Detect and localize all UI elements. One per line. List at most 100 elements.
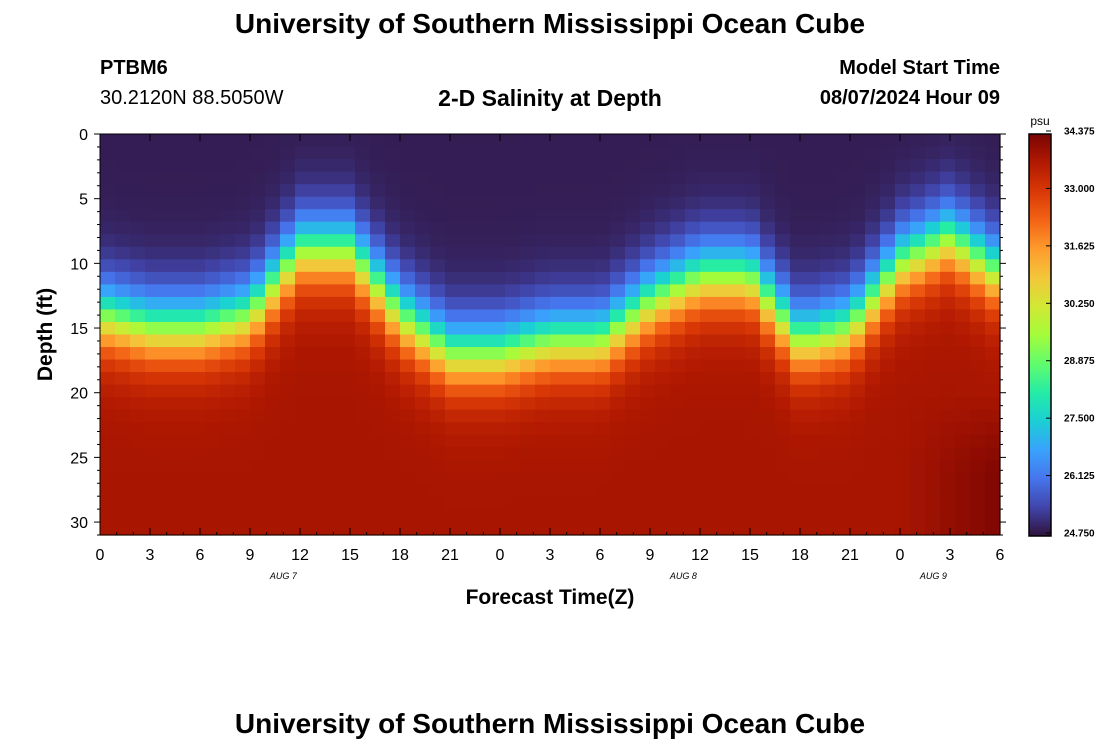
heatmap-cell bbox=[445, 209, 461, 223]
heatmap-cell bbox=[340, 409, 356, 423]
heatmap-cell bbox=[115, 434, 131, 448]
heatmap-cell bbox=[235, 372, 251, 386]
heatmap-cell bbox=[190, 509, 206, 524]
heatmap-cell bbox=[910, 397, 926, 411]
heatmap-cell bbox=[340, 459, 356, 473]
heatmap-cell bbox=[970, 409, 986, 423]
heatmap-cell bbox=[565, 334, 581, 348]
heatmap-cell bbox=[730, 397, 746, 411]
heatmap-cell bbox=[295, 347, 311, 361]
heatmap-cell bbox=[385, 434, 401, 448]
heatmap-cell bbox=[895, 234, 911, 248]
heatmap-cell bbox=[400, 459, 416, 473]
heatmap-cell bbox=[355, 497, 371, 511]
heatmap-cell bbox=[250, 159, 266, 173]
heatmap-cell bbox=[805, 472, 821, 486]
heatmap-cell bbox=[310, 184, 326, 198]
heatmap-cell bbox=[835, 397, 851, 411]
heatmap-cell bbox=[985, 334, 1001, 348]
heatmap-cell bbox=[835, 409, 851, 423]
heatmap-cell bbox=[595, 384, 611, 398]
heatmap-cell bbox=[790, 422, 806, 436]
heatmap-cell bbox=[295, 497, 311, 511]
heatmap-cell bbox=[610, 434, 626, 448]
heatmap-cell bbox=[130, 434, 146, 448]
heatmap-cell bbox=[460, 334, 476, 348]
heatmap-cell bbox=[580, 409, 596, 423]
heatmap-cell bbox=[940, 159, 956, 173]
heatmap-cell bbox=[670, 509, 686, 524]
heatmap-cell bbox=[730, 196, 746, 210]
heatmap-cell bbox=[265, 384, 281, 398]
heatmap-cell bbox=[475, 221, 491, 235]
heatmap-cell bbox=[820, 459, 836, 473]
heatmap-cell bbox=[160, 334, 176, 348]
heatmap-cell bbox=[655, 422, 671, 436]
heatmap-cell bbox=[115, 384, 131, 398]
heatmap-cell bbox=[685, 309, 701, 323]
heatmap-cell bbox=[790, 372, 806, 386]
heatmap-cell bbox=[490, 271, 506, 285]
heatmap-cell bbox=[610, 347, 626, 361]
heatmap-cell bbox=[340, 159, 356, 173]
heatmap-cell bbox=[790, 134, 806, 148]
heatmap-cell bbox=[460, 146, 476, 160]
heatmap-cell bbox=[235, 221, 251, 235]
heatmap-cell bbox=[670, 447, 686, 461]
heatmap-cell bbox=[985, 434, 1001, 448]
heatmap-cell bbox=[625, 484, 641, 499]
heatmap-cell bbox=[100, 159, 116, 173]
heatmap-cell bbox=[445, 221, 461, 235]
heatmap-cell bbox=[865, 159, 881, 173]
heatmap-cell bbox=[175, 372, 191, 386]
heatmap-cell bbox=[220, 497, 236, 511]
heatmap-cell bbox=[910, 347, 926, 361]
heatmap-cell bbox=[655, 347, 671, 361]
heatmap-cell bbox=[145, 497, 161, 511]
heatmap-cell bbox=[475, 196, 491, 210]
heatmap-cell bbox=[145, 309, 161, 323]
heatmap-cell bbox=[340, 384, 356, 398]
heatmap-cell bbox=[310, 522, 326, 536]
heatmap-cell bbox=[415, 509, 431, 524]
heatmap-cell bbox=[550, 309, 566, 323]
heatmap-cell bbox=[235, 347, 251, 361]
heatmap-cell bbox=[310, 259, 326, 273]
heatmap-cell bbox=[580, 397, 596, 411]
heatmap-cell bbox=[925, 497, 941, 511]
heatmap-cell bbox=[355, 284, 371, 298]
heatmap-cell bbox=[460, 196, 476, 210]
heatmap-cell bbox=[250, 321, 266, 336]
heatmap-cell bbox=[475, 159, 491, 173]
heatmap-cell bbox=[175, 347, 191, 361]
heatmap-cell bbox=[580, 422, 596, 436]
heatmap-cell bbox=[715, 134, 731, 148]
heatmap-cell bbox=[460, 472, 476, 486]
heatmap-cell bbox=[760, 459, 776, 473]
heatmap-cell bbox=[595, 271, 611, 285]
heatmap-cell bbox=[850, 159, 866, 173]
heatmap-cell bbox=[130, 321, 146, 336]
heatmap-cell bbox=[430, 409, 446, 423]
heatmap-cell bbox=[460, 284, 476, 298]
heatmap-cell bbox=[490, 497, 506, 511]
heatmap-cell bbox=[385, 384, 401, 398]
heatmap-cell bbox=[700, 472, 716, 486]
heatmap-cell bbox=[220, 159, 236, 173]
heatmap-cell bbox=[385, 184, 401, 198]
heatmap-cell bbox=[130, 372, 146, 386]
heatmap-cell bbox=[745, 309, 761, 323]
heatmap-cell bbox=[310, 372, 326, 386]
heatmap-cell bbox=[610, 497, 626, 511]
heatmap-cell bbox=[880, 347, 896, 361]
heatmap-cell bbox=[100, 146, 116, 160]
heatmap-cell bbox=[865, 497, 881, 511]
heatmap-cell bbox=[775, 221, 791, 235]
heatmap-cell bbox=[190, 497, 206, 511]
heatmap-cell bbox=[940, 522, 956, 536]
heatmap-cell bbox=[205, 321, 221, 336]
heatmap-cell bbox=[430, 497, 446, 511]
heatmap-cell bbox=[835, 334, 851, 348]
heatmap-cell bbox=[445, 134, 461, 148]
heatmap-cell bbox=[610, 209, 626, 223]
